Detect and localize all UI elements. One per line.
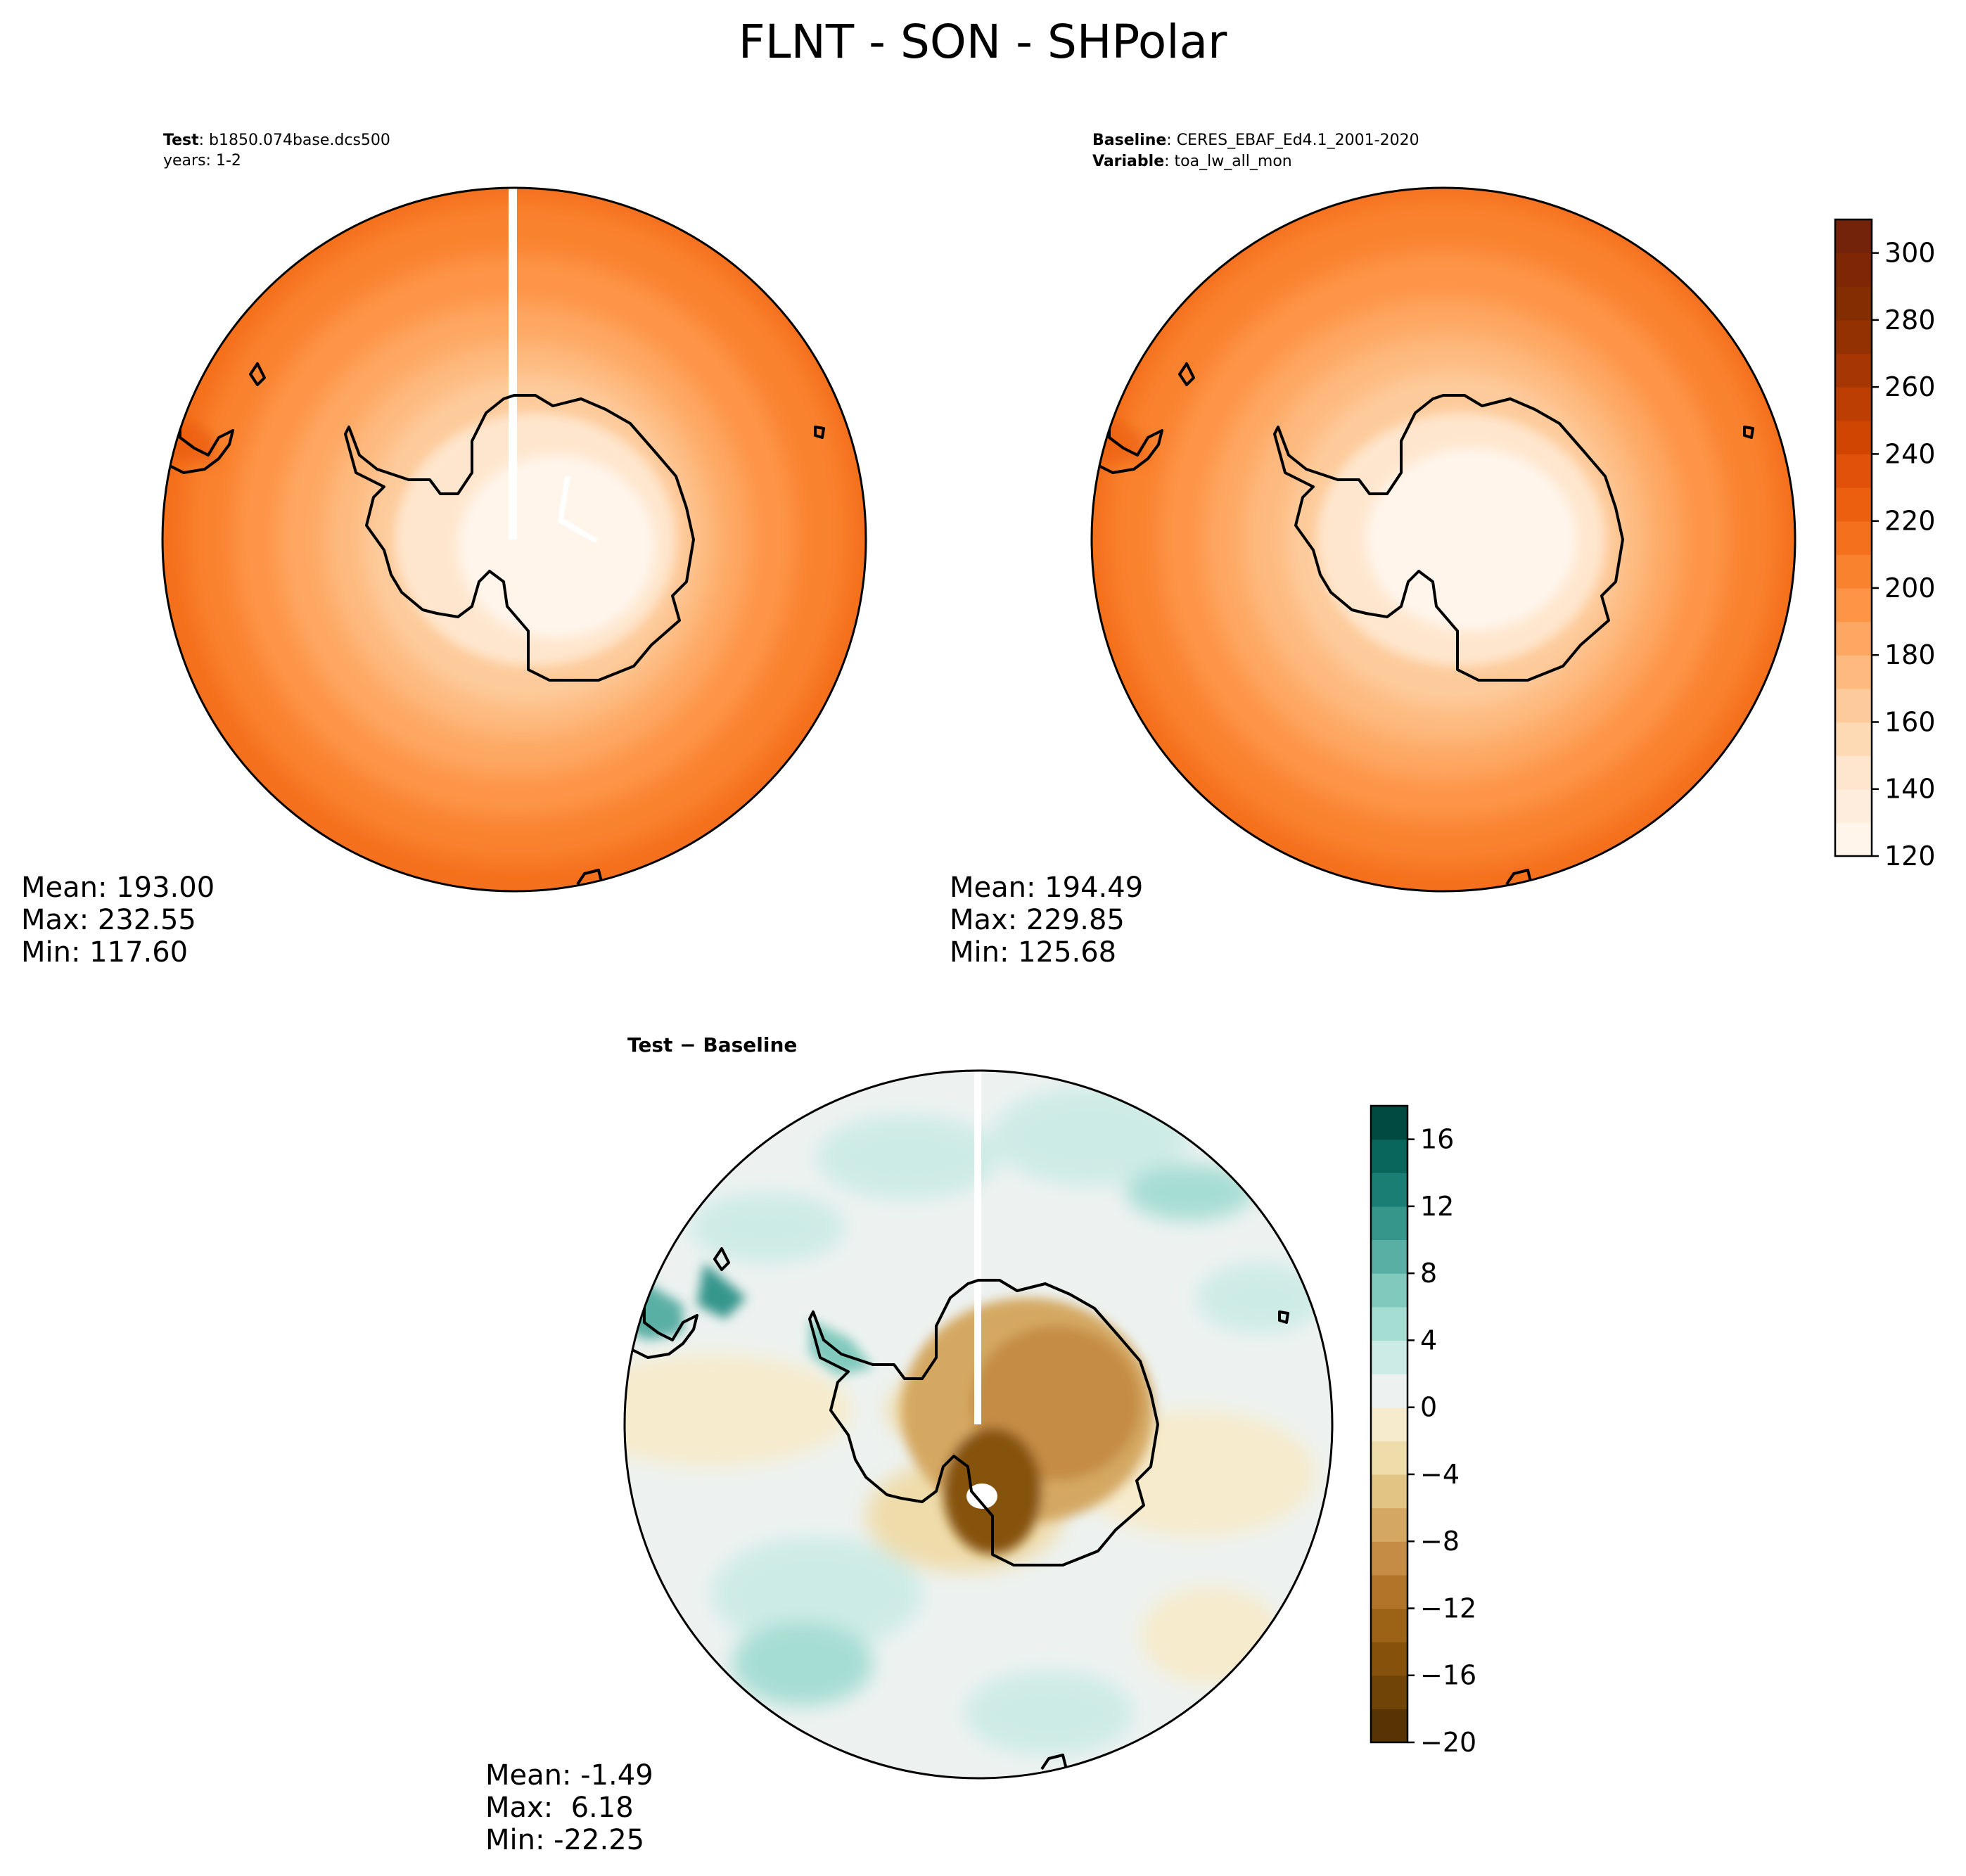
main-colorbar-tick-label: 240 (1884, 438, 1936, 469)
main-colorbar-band (1835, 722, 1872, 756)
diff-colorbar-band (1371, 1675, 1408, 1709)
diff-colorbar-tick-label: −20 (1420, 1727, 1476, 1758)
main-colorbar-tick-label: 140 (1884, 774, 1936, 805)
baseline-mean: Mean: 194.49 (950, 872, 1143, 904)
main-colorbar-band (1835, 454, 1872, 488)
diff-colorbar-band (1371, 1340, 1408, 1374)
diff-colorbar: −20 −16 −12 −8 −4 0 4 8 12 16 (1370, 1104, 1476, 1758)
main-colorbar-tick-label: 280 (1884, 305, 1936, 336)
test-max: Max: 232.55 (21, 904, 196, 936)
diff-colorbar-band (1371, 1541, 1408, 1576)
baseline-min: Min: 125.68 (950, 936, 1116, 969)
diff-colorbar-band (1371, 1507, 1408, 1542)
main-colorbar-band (1835, 822, 1872, 857)
main-colorbar-band (1835, 755, 1872, 790)
main-colorbar-band (1835, 286, 1872, 321)
baseline-map (1092, 188, 1795, 891)
diff-colorbar-tick-label: −12 (1420, 1593, 1476, 1623)
main-colorbar-band (1835, 789, 1872, 823)
main-colorbar-band (1835, 554, 1872, 589)
diff-colorbar-band (1371, 1574, 1408, 1609)
test-mean: Mean: 193.00 (21, 872, 215, 904)
diff-colorbar-band (1371, 1642, 1408, 1676)
main-colorbar-band (1835, 487, 1872, 522)
diff-colorbar-tick-label: −16 (1420, 1660, 1476, 1691)
main-colorbar-band (1835, 353, 1872, 388)
figure-title: FLNT - SON - SHPolar (739, 15, 1227, 69)
diff-colorbar-band (1371, 1709, 1408, 1743)
main-colorbar-band (1835, 655, 1872, 689)
baseline-header: Baseline: CERES_EBAF_Ed4.1_2001-2020 (1092, 132, 1419, 149)
diff-colorbar-band (1371, 1474, 1408, 1509)
main-colorbar-tick-label: 120 (1884, 841, 1936, 872)
main-colorbar-band (1835, 688, 1872, 723)
diff-colorbar-band (1371, 1608, 1408, 1642)
main-colorbar-tick-label: 220 (1884, 506, 1936, 537)
panel-test: Test: b1850.074base.dcs500 years: 1-2 (21, 132, 867, 969)
diff-colorbar-tick-label: 4 (1420, 1325, 1437, 1355)
main-colorbar-tick-label: 160 (1884, 706, 1936, 737)
diff-colorbar-band (1371, 1441, 1408, 1475)
diff-colorbar-band (1371, 1374, 1408, 1408)
diff-colorbar-band (1371, 1239, 1408, 1274)
main-colorbar-band (1835, 420, 1872, 455)
main-colorbar-band (1835, 521, 1872, 555)
diff-min: Min: -22.25 (485, 1824, 644, 1856)
main-colorbar-tick-label: 180 (1884, 639, 1936, 670)
main-colorbar-band (1835, 387, 1872, 421)
diff-colorbar-tick-label: 0 (1420, 1392, 1437, 1423)
diff-map (625, 1071, 1332, 1778)
test-header: Test: b1850.074base.dcs500 (163, 132, 390, 149)
diff-colorbar-band (1371, 1173, 1408, 1207)
diff-colorbar-tick-label: 16 (1420, 1124, 1454, 1155)
main-colorbar-tick-label: 300 (1884, 238, 1936, 269)
diff-colorbar-tick-label: −4 (1420, 1459, 1460, 1490)
diff-colorbar-band (1371, 1407, 1408, 1441)
panel-diff: Test − Baseline (485, 1033, 1334, 1856)
main-colorbar-band (1835, 319, 1872, 355)
diff-colorbar-band (1371, 1206, 1408, 1241)
main-colorbar-band (1835, 219, 1872, 254)
diff-colorbar-tick-label: 12 (1420, 1191, 1454, 1222)
diff-colorbar-band (1371, 1273, 1408, 1308)
diff-max: Max: 6.18 (485, 1792, 634, 1824)
diff-colorbar-tick-label: −8 (1420, 1526, 1460, 1557)
main-colorbar-tick-label: 260 (1884, 371, 1936, 402)
diff-colorbar-band (1371, 1139, 1408, 1173)
test-years: years: 1-2 (163, 152, 241, 170)
diff-colorbar-border (1370, 1104, 1409, 1744)
diff-colorbar-band (1371, 1106, 1408, 1140)
diff-map-border (623, 1069, 1334, 1780)
test-map (162, 188, 866, 891)
diff-mean: Mean: -1.49 (485, 1759, 653, 1792)
baseline-map-border (1090, 186, 1796, 893)
test-min: Min: 117.60 (21, 936, 188, 969)
main-colorbar-band (1835, 621, 1872, 656)
test-map-border (161, 186, 867, 893)
main-colorbar-border (1834, 218, 1873, 857)
panel-baseline: Baseline: CERES_EBAF_Ed4.1_2001-2020 Var… (950, 132, 1796, 969)
diff-header: Test − Baseline (627, 1033, 797, 1057)
diff-colorbar-tick-label: 8 (1420, 1258, 1437, 1289)
baseline-max: Max: 229.85 (950, 904, 1125, 936)
diff-colorbar-band (1371, 1306, 1408, 1341)
main-colorbar-band (1835, 587, 1872, 623)
main-colorbar: 120 140 160 180 200 220 240 260 280 300 (1834, 218, 1936, 872)
baseline-variable: Variable: toa_lw_all_mon (1092, 153, 1292, 170)
main-colorbar-tick-label: 200 (1884, 573, 1936, 604)
main-colorbar-band (1835, 253, 1872, 287)
